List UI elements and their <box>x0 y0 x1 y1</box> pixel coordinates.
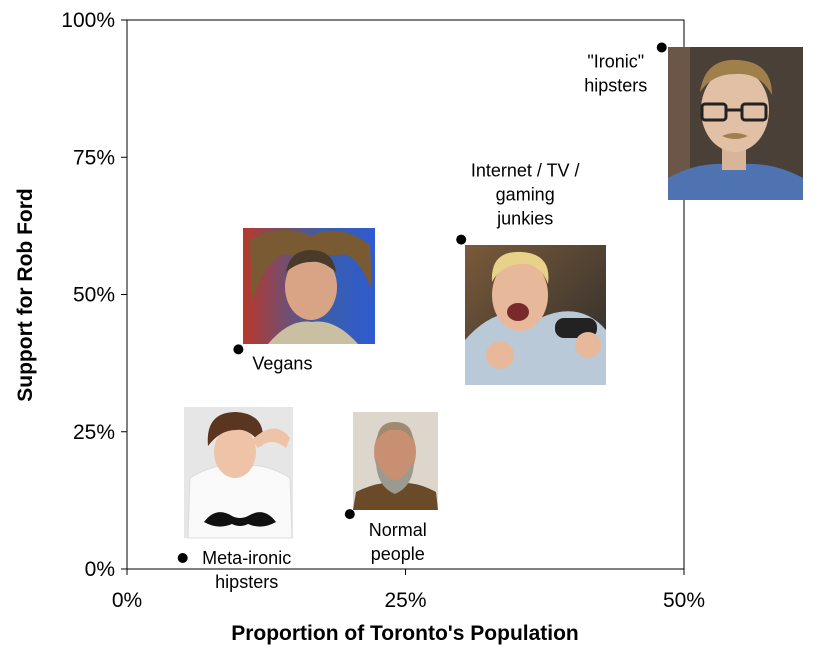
x-axis-title: Proportion of Toronto's Population <box>231 622 579 645</box>
y-tick-label: 25% <box>73 421 115 444</box>
y-axis-title: Support for Rob Ford <box>14 188 37 401</box>
y-tick-label: 100% <box>61 9 115 32</box>
x-tick-label: 0% <box>112 589 142 612</box>
point-label-line: hipsters <box>584 75 647 95</box>
data-point <box>177 553 188 564</box>
point-label-line: gaming <box>496 185 555 205</box>
y-axis: 0% 25% 50% 75% 100% <box>61 9 127 581</box>
point-label: "Ironic" hipsters <box>584 51 647 95</box>
point-label-line: Meta-ironic <box>202 548 291 568</box>
point-label: Normal people <box>369 520 427 564</box>
y-tick-label: 50% <box>73 284 115 307</box>
y-tick-label: 0% <box>85 558 115 581</box>
photo-gaming-junkie <box>465 245 606 385</box>
point-label-line: "Ironic" <box>587 51 644 71</box>
point-label-line: Vegans <box>252 353 312 373</box>
x-tick-label: 25% <box>384 589 426 612</box>
photo-vegan <box>243 228 375 344</box>
data-point <box>233 344 244 355</box>
point-label-line: people <box>371 544 425 564</box>
x-axis: 0% 25% 50% <box>112 569 705 612</box>
data-point <box>656 42 667 53</box>
y-tick-label: 75% <box>73 146 115 169</box>
photo-meta-ironic-hipster <box>184 407 293 539</box>
point-label-line: junkies <box>496 209 553 229</box>
point-label-line: Normal <box>369 520 427 540</box>
point-label: Meta-ironic hipsters <box>202 548 291 592</box>
point-label-line: hipsters <box>215 572 278 592</box>
data-points: Meta-ironic hipsters Vegans Normal people Int… <box>177 42 667 592</box>
point-label: Internet / TV / gaming junkies <box>471 161 580 229</box>
data-point <box>344 509 355 520</box>
point-label-line: Internet / TV / <box>471 161 580 181</box>
photo-normal-person <box>353 412 438 510</box>
data-point <box>456 234 467 245</box>
x-tick-label: 50% <box>663 589 705 612</box>
point-label: Vegans <box>252 353 312 373</box>
photo-ironic-hipster <box>668 47 803 200</box>
